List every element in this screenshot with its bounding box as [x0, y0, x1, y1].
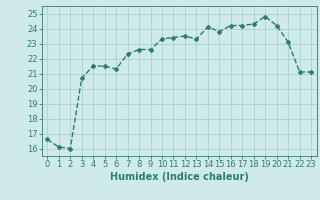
X-axis label: Humidex (Indice chaleur): Humidex (Indice chaleur) — [110, 172, 249, 182]
